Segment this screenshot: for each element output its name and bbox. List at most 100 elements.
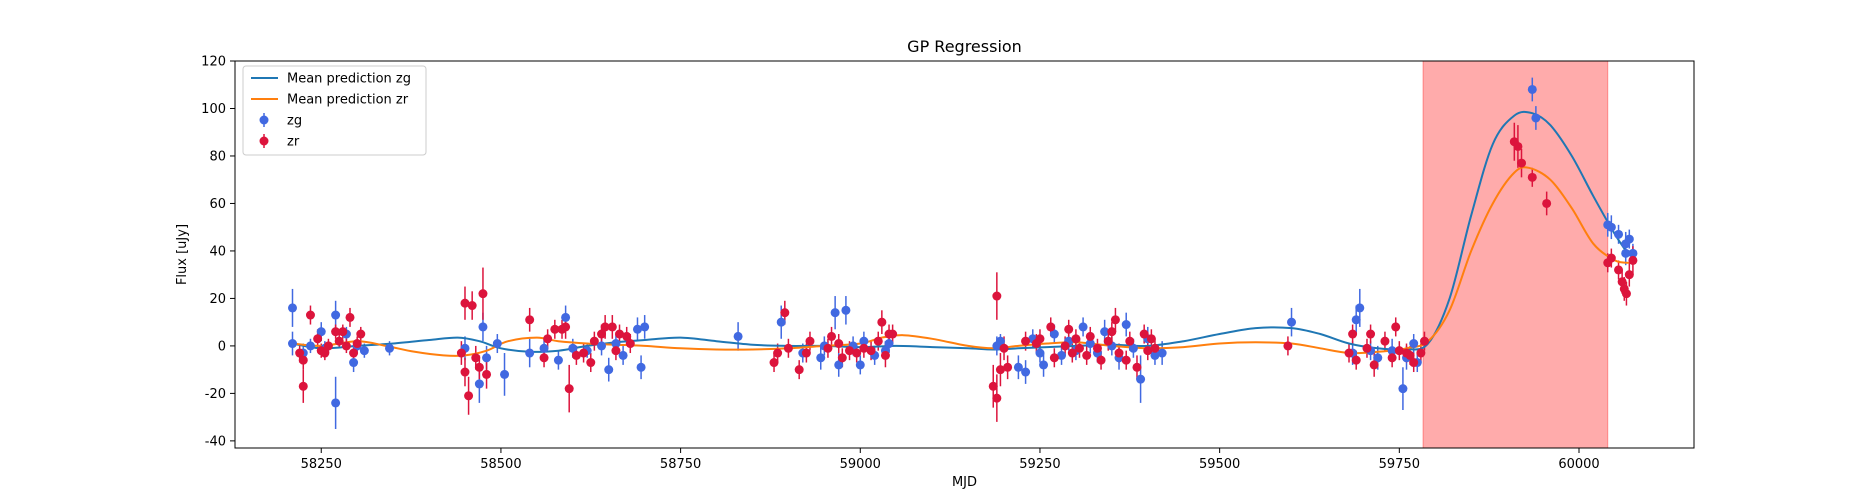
- zr-data-point: [880, 350, 890, 360]
- legend-swatch-zr-points: [259, 134, 269, 148]
- y-axis-label: Flux [uJy]: [175, 224, 190, 285]
- zg-data-point: [525, 348, 535, 358]
- zg-data-point: [500, 369, 510, 379]
- zr-data-point: [482, 369, 492, 379]
- zr-data-point: [873, 336, 883, 346]
- zg-data-point: [539, 343, 549, 353]
- zg-data-point: [1121, 320, 1131, 330]
- zr-data-point: [298, 381, 308, 391]
- zg-data-point: [995, 336, 1005, 346]
- zr-data-point: [550, 324, 560, 334]
- zg-data-point: [1614, 229, 1624, 239]
- zr-data-point: [323, 341, 333, 351]
- zg-data-point: [553, 355, 563, 365]
- zr-data-point: [801, 348, 811, 358]
- zr-data-point: [356, 329, 366, 339]
- zr-data-point: [827, 331, 837, 341]
- zr-data-point: [1035, 334, 1045, 344]
- zr-data-point: [561, 322, 571, 332]
- zg-data-point: [1128, 343, 1138, 353]
- zr-data-point: [852, 348, 862, 358]
- zr-data-point: [999, 343, 1009, 353]
- zr-data-point: [305, 310, 315, 320]
- x-tick-label: 58250: [301, 457, 342, 472]
- legend-label-zg-points: zg: [287, 114, 302, 129]
- zg-data-point: [611, 339, 621, 349]
- x-tick-label: 58500: [480, 457, 521, 472]
- zr-data-point: [525, 315, 535, 325]
- zr-data-point: [1348, 329, 1358, 339]
- zg-data-point: [478, 322, 488, 332]
- zg-data-point: [359, 346, 369, 356]
- zr-data-point: [1380, 336, 1390, 346]
- zr-data-point: [1049, 353, 1059, 363]
- zr-data-point: [992, 291, 1002, 301]
- zg-data-point: [482, 353, 492, 363]
- zr-data-point: [539, 353, 549, 363]
- zg-data-point: [1351, 315, 1361, 325]
- zr-data-point: [334, 336, 344, 346]
- zr-data-point: [622, 331, 632, 341]
- zr-data-point: [460, 367, 470, 377]
- zr-data-point: [1071, 334, 1081, 344]
- zr-data-point: [600, 322, 610, 332]
- zr-data-point: [474, 362, 484, 372]
- zr-data-point: [1110, 315, 1120, 325]
- x-tick-label: 59500: [1199, 457, 1240, 472]
- zr-data-point: [1394, 346, 1404, 356]
- x-tick-label: 60000: [1558, 457, 1599, 472]
- legend-box: [242, 65, 427, 156]
- zg-data-point: [1387, 346, 1397, 356]
- y-tick-label: 0: [218, 339, 226, 354]
- legend: Mean prediction zg Mean prediction zr zg…: [242, 65, 427, 156]
- zr-data-point: [543, 334, 553, 344]
- zg-data-point: [349, 358, 359, 368]
- zg-data-point: [1078, 322, 1088, 332]
- zr-data-point: [1344, 348, 1354, 358]
- zr-data-point: [1103, 336, 1113, 346]
- zr-data-point: [1621, 289, 1631, 299]
- zr-data-point: [888, 329, 898, 339]
- zr-data-point: [471, 353, 481, 363]
- zr-data-point: [467, 301, 477, 311]
- zr-data-point: [611, 346, 621, 356]
- zr-data-point: [320, 348, 330, 358]
- zr-data-point: [1283, 341, 1293, 351]
- legend-label-zr-line: Mean prediction zr: [287, 93, 409, 108]
- y-tick-label: 100: [201, 102, 226, 117]
- zg-data-point: [385, 343, 395, 353]
- zg-data-point: [1057, 350, 1067, 360]
- zr-data-point: [579, 348, 589, 358]
- zg-data-point: [1624, 234, 1634, 244]
- zg-data-point: [561, 312, 571, 322]
- x-axis-ticks: 58250 58500 58750 59000 59250 59500 59750 60000: [301, 448, 1600, 472]
- zr-data-point: [597, 329, 607, 339]
- zr-data-point: [1150, 343, 1160, 353]
- x-tick-label: 58750: [660, 457, 701, 472]
- data-points-layer: [287, 84, 1638, 408]
- zr-data-point: [1542, 198, 1552, 208]
- zr-data-point: [331, 327, 341, 337]
- zg-data-point: [816, 353, 826, 363]
- zg-data-point: [1049, 329, 1059, 339]
- zr-data-point: [1121, 355, 1131, 365]
- zg-data-point: [1100, 327, 1110, 337]
- y-tick-label: 80: [209, 149, 226, 164]
- zr-data-point: [349, 348, 359, 358]
- legend-point-swatch: [259, 136, 269, 146]
- zr-data-point: [1351, 355, 1361, 365]
- x-tick-label: 59250: [1019, 457, 1060, 472]
- zr-data-point: [1143, 346, 1153, 356]
- zr-data-point: [1527, 172, 1537, 182]
- zg-data-point: [1373, 353, 1383, 363]
- zr-data-point: [866, 346, 876, 356]
- legend-swatch-zg-points: [259, 113, 269, 127]
- zr-data-point: [564, 384, 574, 394]
- zg-data-point: [1531, 113, 1541, 123]
- zr-data-point: [845, 346, 855, 356]
- zg-data-point: [568, 343, 578, 353]
- zg-data-point: [305, 341, 315, 351]
- zr-data-point: [1362, 343, 1372, 353]
- zr-data-point: [1125, 336, 1135, 346]
- legend-label-zg-line: Mean prediction zg: [287, 72, 411, 87]
